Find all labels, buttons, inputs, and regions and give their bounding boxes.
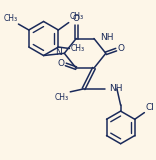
Text: O: O bbox=[57, 59, 64, 68]
Text: CH₃: CH₃ bbox=[55, 93, 69, 102]
Text: CH₃: CH₃ bbox=[70, 44, 84, 53]
Text: NH: NH bbox=[100, 32, 113, 42]
Text: N: N bbox=[55, 48, 62, 57]
Text: CH₃: CH₃ bbox=[4, 14, 18, 23]
Text: O: O bbox=[118, 44, 125, 53]
Text: O: O bbox=[73, 14, 80, 23]
Text: Cl: Cl bbox=[146, 103, 154, 112]
Text: CH₃: CH₃ bbox=[69, 12, 84, 21]
Text: NH: NH bbox=[109, 84, 122, 93]
